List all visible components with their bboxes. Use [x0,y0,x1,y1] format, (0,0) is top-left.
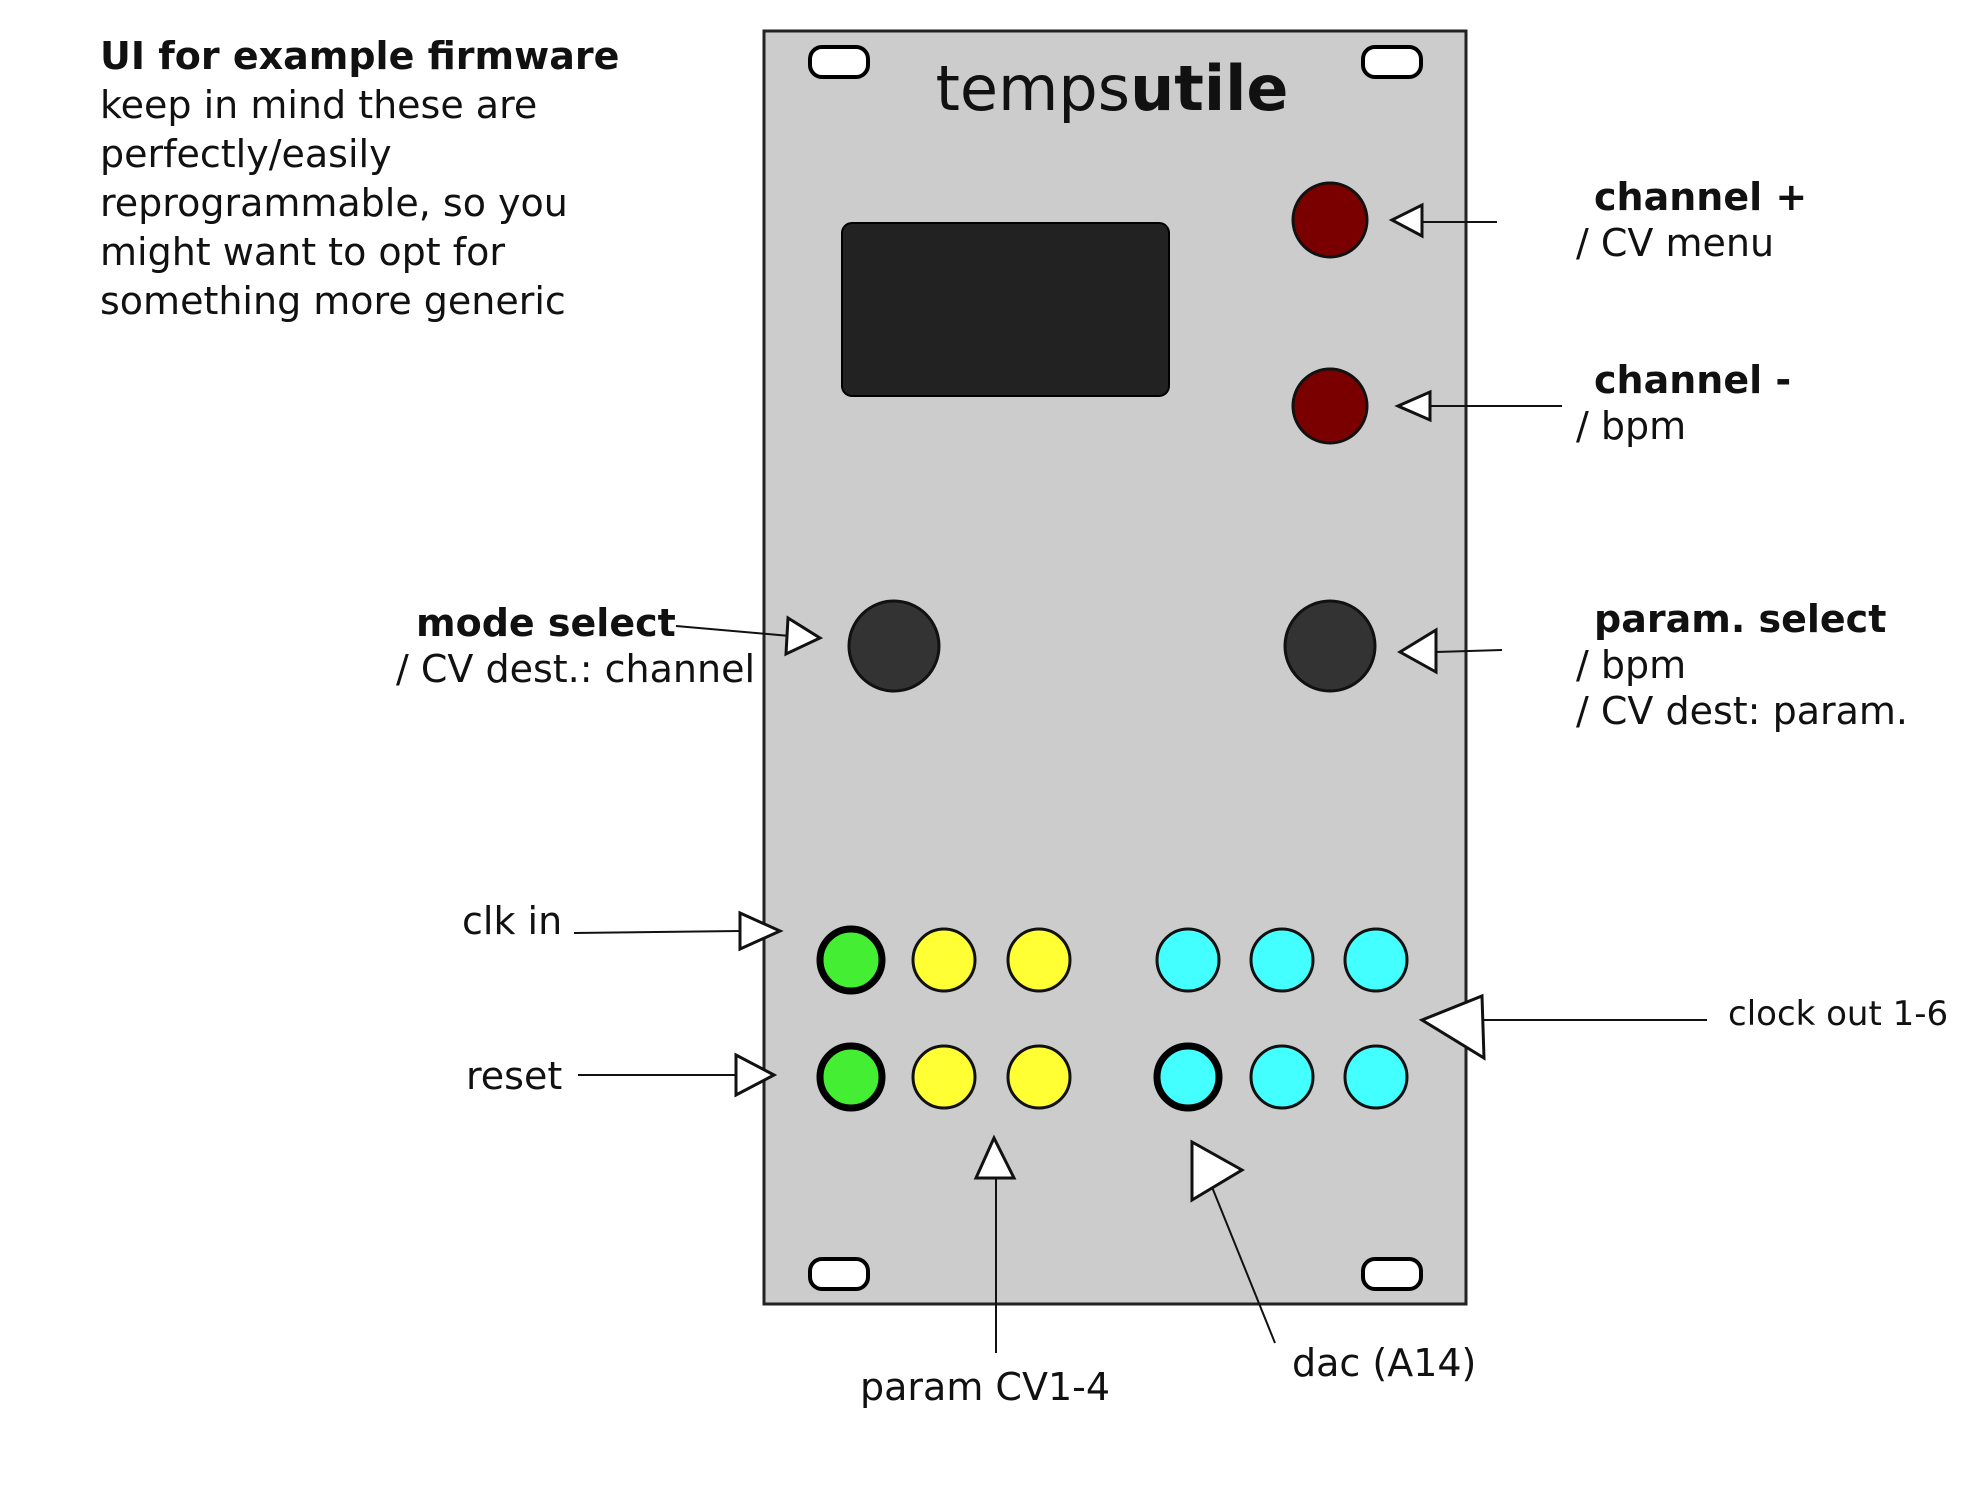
jack-clock-out-1[interactable] [1155,927,1221,993]
mounting-hole-bottom-right [1361,1257,1423,1291]
mode-select-encoder[interactable] [847,599,941,693]
arrow-clk-in-line [573,930,741,934]
label-param-cv: param CV1-4 [860,1365,1111,1409]
label-mode-select-sub: / CV dest.: channel [396,647,756,691]
jack-clk-in[interactable] [816,925,886,995]
param-select-encoder[interactable] [1283,599,1377,693]
arrow-mode-select-head [784,615,824,657]
arrow-clock-out-head [1418,993,1486,1061]
note-heading: UI for example firmware [100,34,620,78]
arrow-clk-in-head [738,910,784,952]
label-channel-minus-sub: / bpm [1576,404,1687,448]
label-channel-plus-sub: / CV menu [1576,221,1775,265]
note-line: something more generic [100,279,566,323]
note-line: keep in mind these are [100,83,538,127]
channel-minus-button[interactable] [1291,367,1369,445]
jack-clock-out-4[interactable] [1249,1044,1315,1110]
callout-arrows [573,202,1707,1353]
label-param-select-sub2: / CV dest: param. [1576,689,1908,733]
arrow-mode-select-line [675,625,791,637]
oled-display [841,222,1170,397]
arrow-reset-head [734,1052,778,1098]
label-param-select-title: param. select [1594,597,1887,641]
arrow-param-select-head [1397,627,1438,675]
jack-reset[interactable] [816,1042,886,1112]
arrow-param-select-line [1435,649,1503,653]
mounting-hole-bottom-left [808,1257,870,1291]
panel-title-light: temps [936,52,1131,125]
arrow-param-cv-head [973,1134,1017,1180]
jack-param-cv3[interactable] [911,1044,977,1110]
label-clock-out: clock out 1-6 [1728,994,1949,1034]
jack-clock-out-5[interactable] [1343,1044,1409,1110]
label-channel-plus-title: channel + [1594,175,1808,219]
label-param-select-sub1: / bpm [1576,643,1687,687]
label-dac: dac (A14) [1292,1341,1477,1385]
note-line: perfectly/easily [100,132,392,176]
jack-dac[interactable] [1153,1042,1223,1112]
jack-clock-out-2[interactable] [1249,927,1315,993]
channel-plus-button[interactable] [1291,181,1369,259]
label-clk-in: clk in [462,899,563,943]
note-line: reprogrammable, so you [100,181,568,225]
jack-param-cv4[interactable] [1006,1044,1072,1110]
label-mode-select-title: mode select [416,601,676,645]
mounting-hole-top-left [808,45,870,79]
label-reset: reset [466,1054,563,1098]
panel-title-bold: utile [1130,52,1288,125]
mounting-hole-top-right [1361,45,1423,79]
jack-param-cv2[interactable] [1006,927,1072,993]
arrow-channel-plus-head [1388,202,1424,239]
jack-param-cv1[interactable] [911,927,977,993]
label-channel-minus-title: channel - [1594,358,1792,402]
firmware-note: UI for example firmware keep in mind the… [100,32,620,326]
arrow-dac-line [1211,1186,1276,1344]
jack-clock-out-3[interactable] [1343,927,1409,993]
arrow-channel-minus-head [1394,389,1432,423]
panel-title: tempsutile [936,52,1289,125]
note-line: might want to opt for [100,230,506,274]
arrow-dac-head [1190,1139,1245,1203]
